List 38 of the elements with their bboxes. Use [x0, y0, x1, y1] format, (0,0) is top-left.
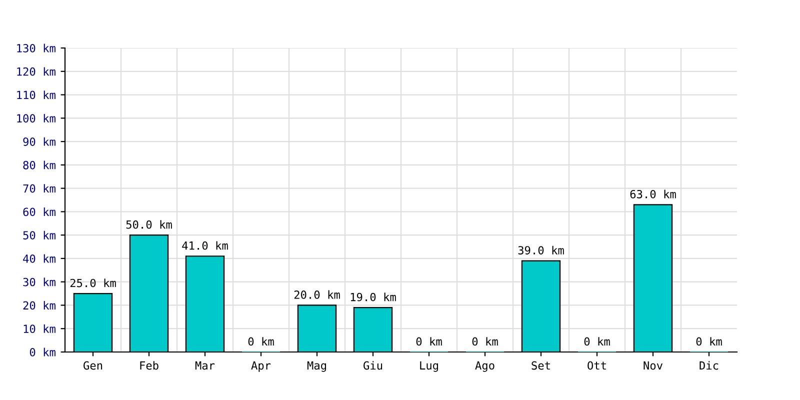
y-tick-label: 110 km [17, 90, 56, 100]
x-tick-label: Ago [475, 361, 494, 372]
data-label: 0 km [248, 337, 274, 346]
y-tick-label: 10 km [24, 324, 56, 334]
y-tick-label: 100 km [17, 114, 56, 123]
y-tick-label: 20 km [23, 301, 56, 310]
data-label: 0 km [696, 337, 722, 346]
x-tick-label: Feb [140, 361, 158, 370]
y-tick-label: 60 km [23, 208, 56, 216]
y-tick-label: 80 km [23, 160, 56, 170]
y-tick-label: 70 km [23, 184, 56, 193]
data-label: 19.0 km [350, 292, 396, 302]
x-tick-label: Dic [700, 361, 718, 370]
data-label: 0 km [472, 337, 498, 346]
data-label: 39.0 km [518, 246, 564, 254]
data-label: 0 km [584, 337, 610, 346]
data-label: 20.0 km [294, 290, 340, 299]
y-tick-label: 30 km [23, 278, 56, 286]
x-tick-label: Nov [644, 361, 662, 370]
x-tick-label: Giu [364, 361, 382, 370]
x-tick-label: Set [532, 361, 550, 370]
x-tick-label: Mar [195, 361, 215, 370]
y-tick-label: 0 km [30, 348, 56, 356]
x-tick-label: Apr [251, 361, 271, 372]
x-tick-label: Lug [420, 361, 438, 372]
data-label: 50.0 km [126, 220, 172, 229]
y-tick-label: 90 km [23, 137, 56, 146]
y-tick-label: 120 km [17, 67, 56, 76]
x-tick-label: Ott [588, 361, 606, 370]
y-tick-label: 40 km [23, 254, 56, 263]
y-tick-label: 130 km [17, 44, 56, 52]
x-tick-label: Mag [307, 361, 326, 372]
data-label: 0 km [416, 337, 442, 346]
data-label: 25.0 km [70, 278, 116, 288]
data-label: 41.0 km [182, 241, 228, 250]
data-label: 63.0 km [630, 190, 676, 198]
y-tick-label: 50 km [23, 230, 56, 240]
x-tick-label: Gen [84, 361, 102, 370]
